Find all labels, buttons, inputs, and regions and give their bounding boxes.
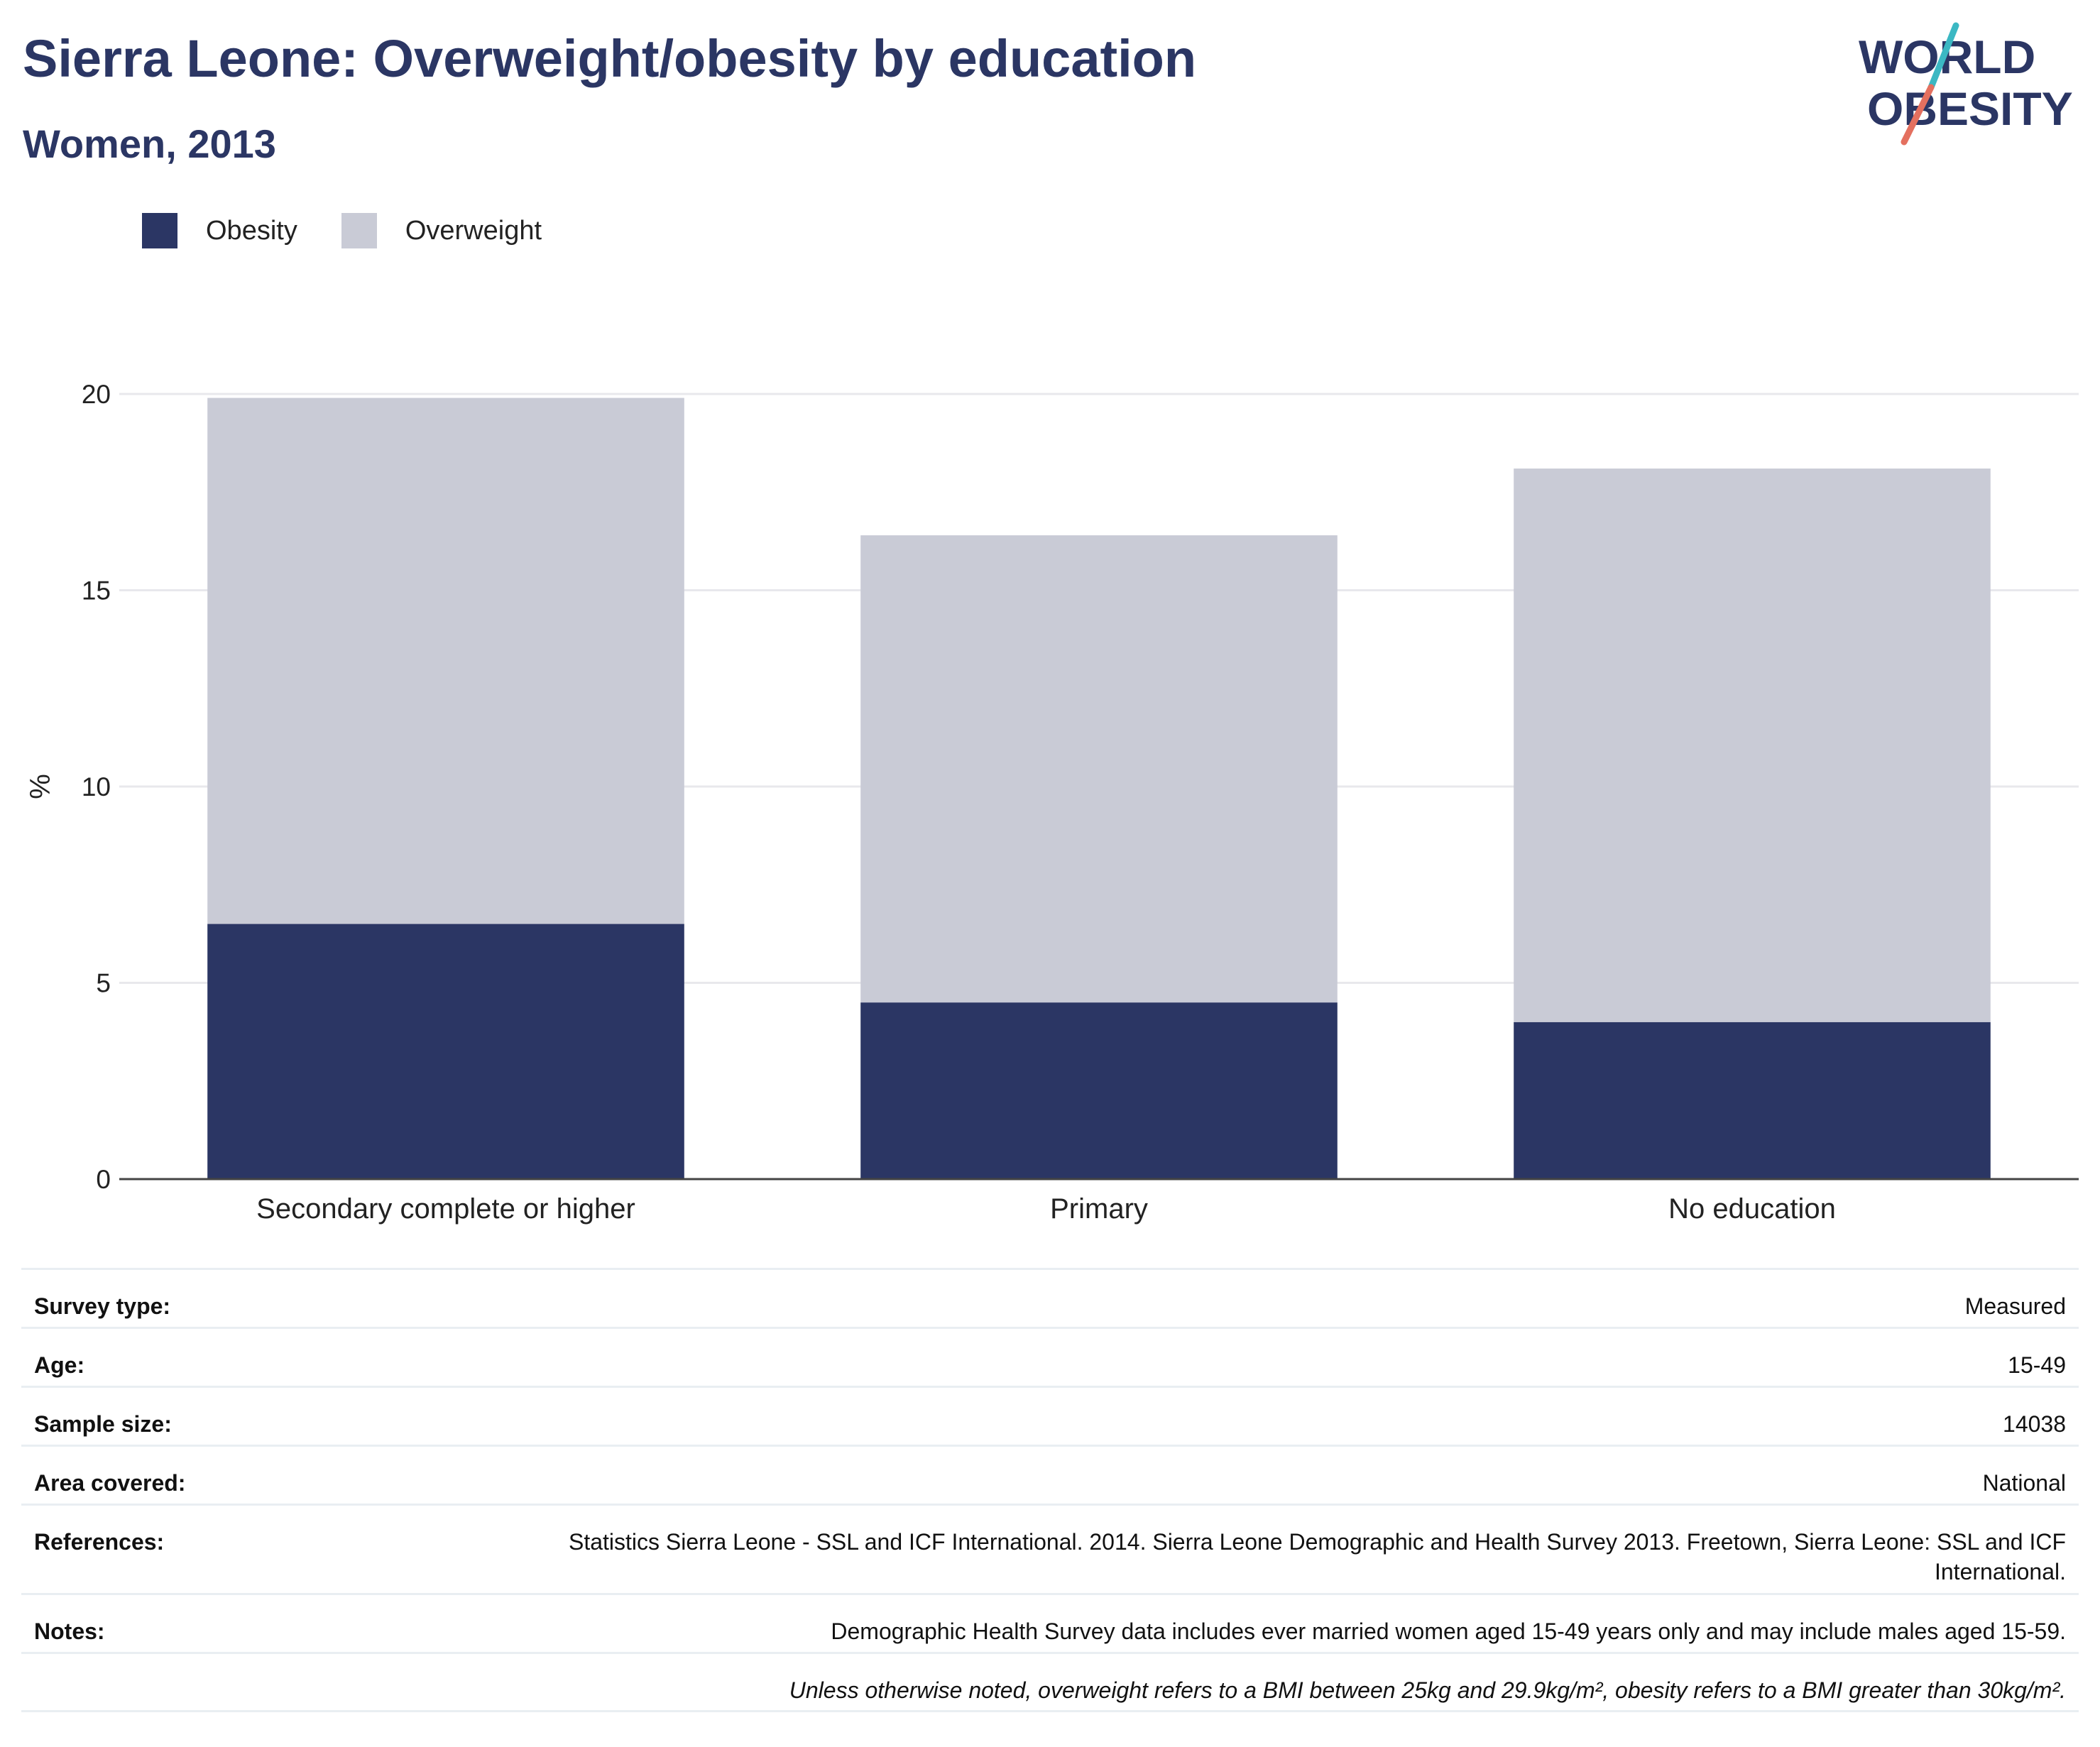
bar-overweight-2	[860, 535, 1338, 1003]
logo-word-world: WORLD	[1859, 31, 2035, 83]
bar-overweight-3	[1514, 469, 1991, 1022]
logo-slash-bottom	[1901, 84, 1935, 146]
survey-type-value: Measured	[1964, 1293, 2066, 1319]
x-tick-label-primary: Primary	[1050, 1193, 1148, 1225]
area-covered-label: Area covered:	[34, 1470, 186, 1496]
legend-label-overweight: Overweight	[405, 215, 542, 246]
area-covered-value: National	[1982, 1470, 2066, 1496]
age-value: 15-49	[2008, 1352, 2066, 1378]
y-tick-label-10: 10	[82, 772, 111, 801]
bar-obesity-1	[207, 924, 684, 1179]
info-row-survey-type: Survey type: Measured	[21, 1268, 2079, 1327]
x-tick-label-no-education: No education	[1668, 1193, 1836, 1225]
references-value: Statistics Sierra Leone - SSL and ICF In…	[568, 1529, 2066, 1584]
legend-item-overweight[interactable]: Overweight	[341, 213, 542, 248]
references-label: References:	[34, 1529, 165, 1555]
chart-title: Sierra Leone: Overweight/obesity by educ…	[23, 29, 1197, 88]
legend-swatch-obesity	[142, 213, 177, 248]
notes-value: Demographic Health Survey data includes …	[831, 1619, 2066, 1644]
x-tick-label-secondary-complete-or-higher: Secondary complete or higher	[256, 1193, 635, 1225]
info-row-sample-size: Sample size: 14038	[21, 1386, 2079, 1445]
logo-slash-top	[1927, 22, 1959, 91]
world-obesity-logo: WORLD OBESITY	[1859, 22, 2073, 146]
stacked-bar-chart: 0 5 10 15 20% Secondary complete or higher Pri…	[25, 380, 2079, 1225]
legend-item-obesity[interactable]: Obesity	[142, 213, 297, 248]
info-row-references: References: Statistics Sierra Leone - SS…	[21, 1504, 2079, 1593]
y-tick-label-15: 15	[82, 576, 111, 606]
logo-word-obesity: OBESITY	[1867, 82, 2073, 135]
y-tick-label-0: 0	[96, 1165, 111, 1194]
axes: 0 5 10 15 20% Secondary complete or higher Pri…	[25, 380, 2079, 1225]
chart-subtitle: Women, 2013	[23, 121, 276, 166]
survey-info-table: Survey type: Measured Age: 15-49 Sample …	[21, 1268, 2079, 1712]
chart-legend: Obesity Overweight	[142, 209, 586, 252]
sample-size-value: 14038	[2003, 1411, 2066, 1437]
info-row-footnote: Unless otherwise noted, overweight refer…	[21, 1652, 2079, 1712]
info-row-age: Age: 15-49	[21, 1327, 2079, 1386]
bar-obesity-2	[860, 1002, 1338, 1179]
age-label: Age:	[34, 1352, 85, 1378]
info-row-area-covered: Area covered: National	[21, 1445, 2079, 1504]
notes-label: Notes:	[34, 1619, 105, 1644]
bar-overweight-1	[207, 398, 684, 924]
info-row-notes: Notes: Demographic Health Survey data in…	[21, 1593, 2079, 1652]
y-axis-label: %	[25, 774, 56, 799]
survey-type-label: Survey type:	[34, 1293, 171, 1319]
legend-swatch-overweight	[341, 213, 377, 248]
y-tick-label-5: 5	[96, 969, 111, 998]
bar-obesity-3	[1514, 1022, 1991, 1179]
sample-size-label: Sample size:	[34, 1411, 172, 1437]
bars	[207, 398, 1991, 1179]
y-tick-label-20: 20	[82, 380, 111, 409]
legend-label-obesity: Obesity	[206, 215, 297, 246]
bmi-footnote: Unless otherwise noted, overweight refer…	[789, 1677, 2066, 1703]
